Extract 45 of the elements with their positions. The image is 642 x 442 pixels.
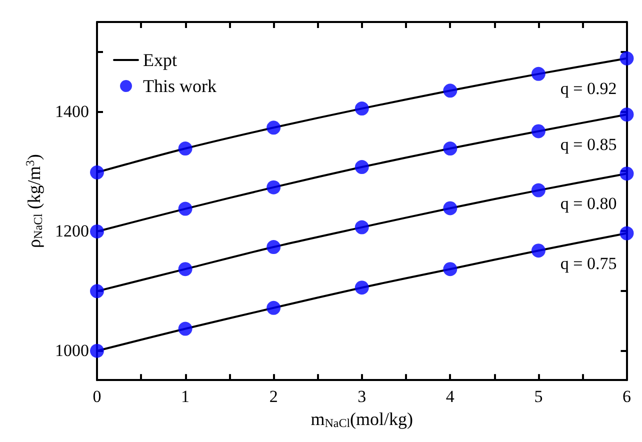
legend-label: Expt: [143, 50, 177, 70]
point: [90, 284, 104, 298]
point: [354, 160, 369, 174]
x-tick-label: 5: [534, 387, 543, 406]
x-tick-label: 1: [181, 387, 190, 406]
point: [354, 220, 369, 234]
x-tick-label: 6: [622, 387, 631, 406]
point: [620, 226, 634, 240]
y-tick-label: 1400: [55, 102, 89, 122]
y-tick-label: 1200: [55, 221, 89, 240]
point: [266, 120, 281, 135]
point: [531, 183, 546, 198]
annotation: q = 0.75: [560, 254, 617, 273]
x-tick-label: 4: [446, 387, 455, 406]
point: [443, 262, 458, 276]
point: [443, 201, 458, 216]
annotation: q = 0.92: [560, 78, 617, 98]
point: [620, 166, 634, 181]
point: [620, 108, 634, 122]
point: [531, 66, 546, 81]
point: [531, 124, 546, 138]
y-tick-label: 1000: [55, 340, 89, 360]
x-tick-label: 3: [358, 387, 366, 406]
y-axis-title: ρNaCl (kg/m3): [23, 154, 46, 248]
x-tick-label: 2: [269, 387, 278, 406]
point: [90, 224, 104, 238]
x-tick-label: 0: [92, 387, 102, 406]
point: [178, 322, 192, 336]
point: [443, 84, 458, 98]
point: [443, 142, 458, 156]
point: [266, 300, 281, 315]
point: [178, 142, 192, 156]
point: [354, 280, 369, 295]
point: [266, 240, 281, 254]
point: [354, 102, 369, 116]
point: [90, 165, 104, 180]
point: [531, 244, 546, 258]
point: [178, 202, 192, 216]
point: [620, 51, 634, 66]
legend-label: This work: [143, 76, 216, 96]
point: [266, 180, 281, 194]
annotation: q = 0.85: [560, 135, 617, 154]
annotation: q = 0.80: [560, 194, 617, 214]
point: [178, 262, 192, 276]
point: [90, 344, 104, 358]
